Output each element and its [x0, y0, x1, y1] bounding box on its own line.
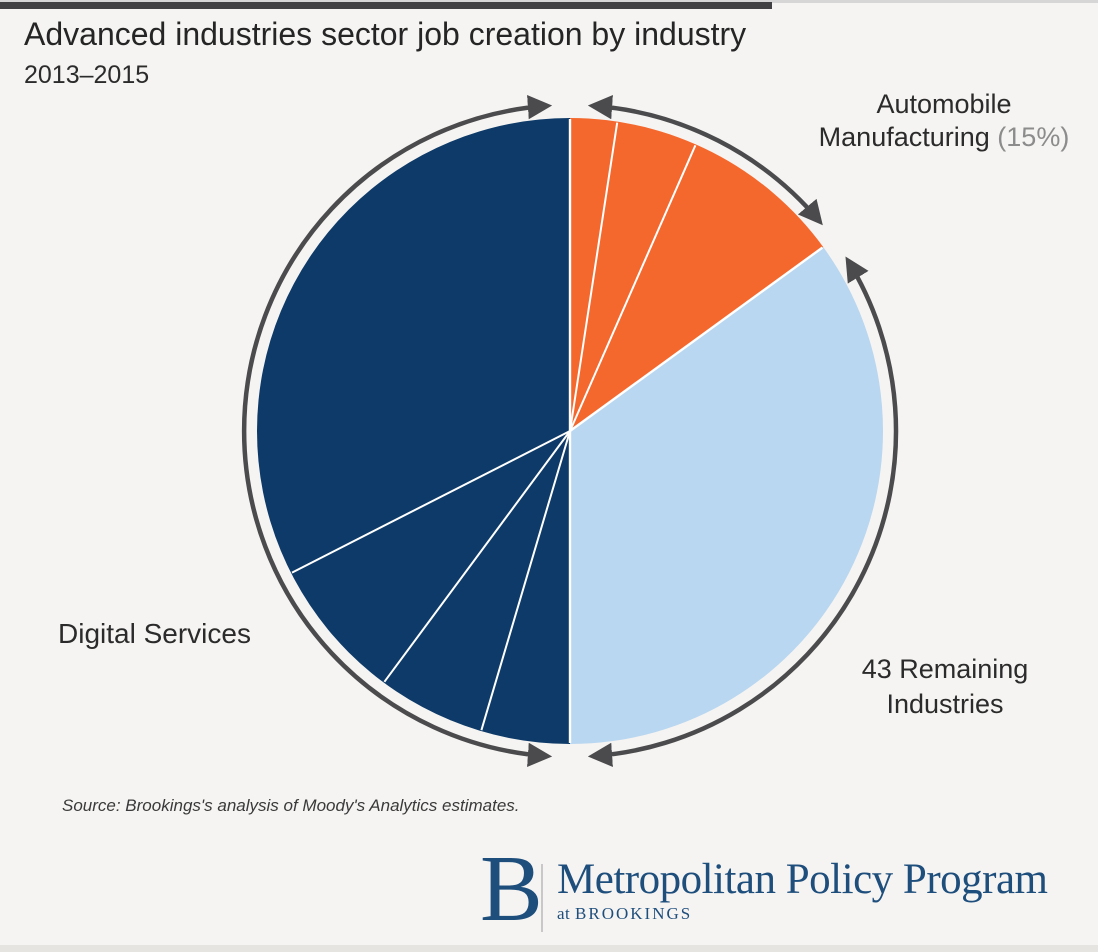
chart-title: Advanced industries sector job creation … — [24, 16, 747, 52]
label-automobile-line2: Manufacturing — [818, 122, 990, 152]
label-remaining-industries: 43 Remaining Industries — [815, 652, 1075, 722]
label-automobile-line1: Automobile — [876, 89, 1012, 119]
sub-industry-divider — [480, 430, 571, 731]
source-note: Source: Brookings's analysis of Moody's … — [62, 796, 520, 815]
label-remaining-line1: 43 Remaining — [861, 654, 1029, 684]
logo-text-block: Metropolitan Policy Program at BROOKINGS — [557, 858, 1048, 923]
brookings-logo-b: B — [480, 837, 543, 941]
logo-brookings: BROOKINGS — [575, 904, 693, 923]
chart-subtitle: 2013–2015 — [24, 61, 150, 89]
label-remaining-line2: Industries — [886, 689, 1004, 719]
sub-industry-divider — [291, 430, 571, 574]
logo-at-brookings: at BROOKINGS — [557, 905, 1048, 923]
top-edge-line — [0, 0, 1098, 3]
logo-program-name: Metropolitan Policy Program — [557, 856, 1048, 903]
arrow-arc-digital-services — [241, 95, 553, 767]
arrow-arc-automobile-manufacturing — [587, 95, 823, 226]
logo-divider-line — [541, 864, 543, 932]
top-dark-bar — [0, 2, 772, 9]
slice-digital-services — [257, 118, 570, 744]
arrow-arc-43-remaining-industries — [587, 256, 899, 767]
label-digital-services: Digital Services — [58, 618, 251, 649]
bottom-edge-bar — [0, 945, 1098, 952]
label-automobile-manufacturing: Automobile Manufacturing (15%) — [779, 88, 1098, 154]
logo-at: at — [557, 904, 571, 923]
label-automobile-pct: (15%) — [997, 122, 1070, 152]
